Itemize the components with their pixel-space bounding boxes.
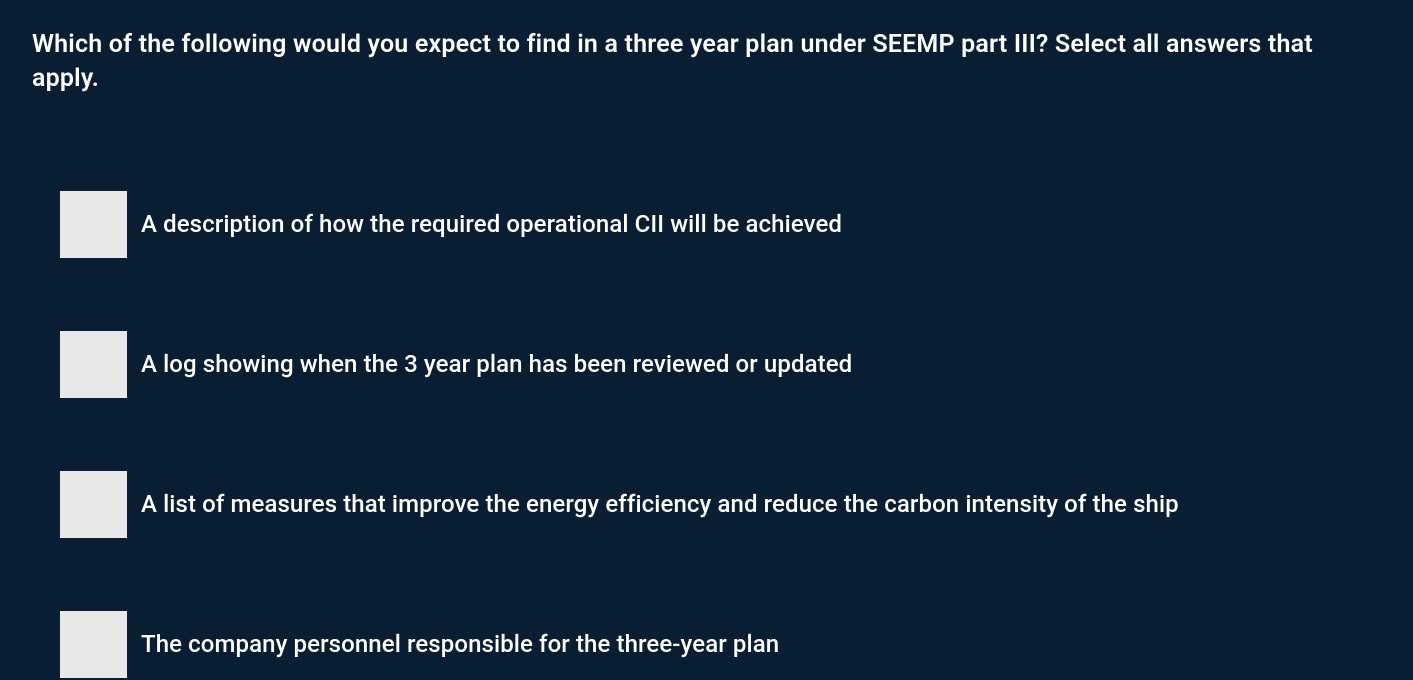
checkbox-option-3[interactable] [60, 471, 127, 538]
option-row: The company personnel responsible for th… [60, 611, 1381, 678]
option-row: A list of measures that improve the ener… [60, 471, 1381, 538]
checkbox-option-1[interactable] [60, 191, 127, 258]
option-label: A description of how the required operat… [141, 210, 842, 238]
option-label: The company personnel responsible for th… [141, 630, 779, 658]
option-row: A description of how the required operat… [60, 191, 1381, 258]
option-row: A log showing when the 3 year plan has b… [60, 331, 1381, 398]
option-label: A log showing when the 3 year plan has b… [141, 350, 852, 378]
option-label: A list of measures that improve the ener… [141, 490, 1179, 518]
checkbox-option-4[interactable] [60, 611, 127, 678]
options-container: A description of how the required operat… [32, 191, 1381, 678]
checkbox-option-2[interactable] [60, 331, 127, 398]
question-text: Which of the following would you expect … [32, 28, 1381, 96]
